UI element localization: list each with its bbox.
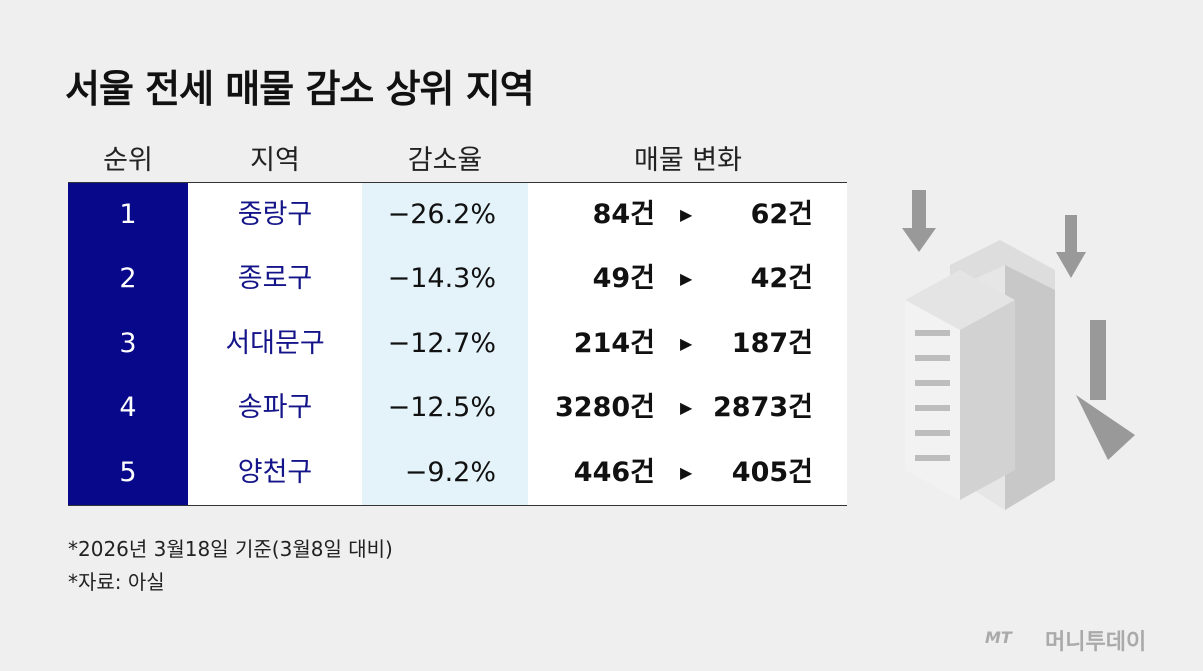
- listings-before: 3280건: [555, 392, 655, 424]
- region-cell: [188, 247, 362, 312]
- arrow: ▶: [680, 269, 693, 289]
- rank: 5: [119, 456, 137, 488]
- region: 서대문구: [225, 327, 325, 359]
- logo-mark: MT: [985, 628, 1012, 647]
- listings-after: 62건: [750, 199, 813, 230]
- region: 양천구: [237, 456, 313, 488]
- arrow: ▶: [680, 333, 693, 353]
- arrow: ▶: [680, 205, 693, 224]
- rank: 2: [119, 263, 137, 295]
- rank-cell: [68, 183, 188, 248]
- rate-cell: [362, 440, 528, 505]
- title: 서울 전세 매물 감소 상위 지역: [65, 67, 535, 111]
- region-cell: [188, 183, 362, 248]
- region: 종로구: [237, 263, 313, 295]
- listings-after: 187건: [731, 327, 813, 359]
- listings-before: 214건: [573, 327, 655, 359]
- building-illustration: [902, 190, 1135, 510]
- decrease-rate: −12.5%: [387, 392, 496, 424]
- arrow: ▶: [680, 462, 693, 482]
- change-cell: [528, 311, 847, 377]
- listings-after: 405건: [731, 456, 813, 488]
- region: 중랑구: [237, 199, 313, 230]
- decrease-rate: −26.2%: [387, 199, 496, 230]
- rule: [68, 505, 847, 506]
- change-cell: [528, 183, 847, 248]
- rank-cell: [68, 440, 188, 505]
- footnote: *자료: 아실: [68, 570, 165, 594]
- rank: 3: [119, 327, 137, 359]
- listings-after: 42건: [750, 263, 813, 295]
- footnote: *2026년 3월18일 기준(3월8일 대비): [68, 537, 393, 561]
- rate-cell: [362, 311, 528, 377]
- region-cell: [188, 376, 362, 441]
- column-header: 지역: [250, 145, 300, 176]
- change-cell: [528, 247, 847, 312]
- arrow: ▶: [680, 398, 693, 418]
- region-cell: [188, 440, 362, 505]
- change-cell: [528, 376, 847, 441]
- logo-name: 머니투데이: [1045, 630, 1147, 655]
- rank: 4: [119, 392, 137, 424]
- decrease-rate: −12.7%: [387, 327, 496, 359]
- rate-cell: [362, 247, 528, 312]
- listings-before: 49건: [592, 263, 655, 295]
- listings-before: 84건: [592, 199, 655, 230]
- region-cell: [188, 311, 362, 377]
- rank-cell: [68, 247, 188, 312]
- decrease-rate: −9.2%: [404, 456, 496, 488]
- rate-cell: [362, 376, 528, 441]
- rank: 1: [119, 199, 137, 230]
- column-header: 순위: [103, 145, 153, 176]
- rank-cell: [68, 376, 188, 441]
- column-header: 매물 변화: [634, 145, 742, 176]
- region: 송파구: [237, 392, 313, 424]
- column-header: 감소율: [407, 145, 483, 176]
- rate-cell: [362, 183, 528, 248]
- listings-after: 2873건: [713, 392, 813, 424]
- decrease-rate: −14.3%: [387, 263, 496, 295]
- change-cell: [528, 440, 847, 505]
- rank-cell: [68, 311, 188, 377]
- listings-before: 446건: [573, 456, 655, 488]
